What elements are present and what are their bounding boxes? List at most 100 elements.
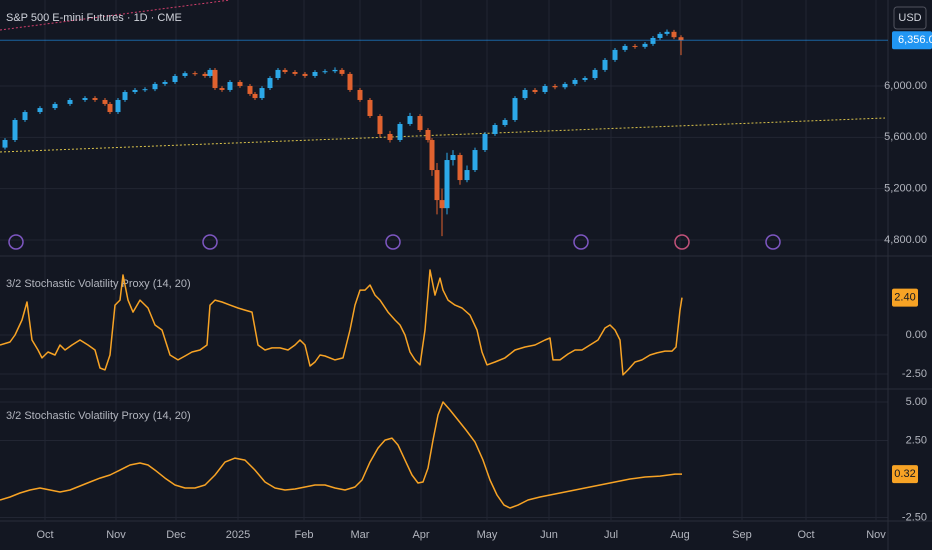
candle-body xyxy=(612,49,618,60)
candle-body xyxy=(67,99,73,104)
candle-body xyxy=(275,69,281,79)
candle-body xyxy=(417,116,423,131)
pane-title: S&P 500 E-mini Futures · 1D · CME xyxy=(6,12,182,24)
currency-label[interactable]: USD xyxy=(898,12,921,24)
candle-body xyxy=(339,69,345,74)
candle-body xyxy=(678,37,684,41)
y-tick-label: 5,600.00 xyxy=(884,131,927,143)
y-tick-label: 5,200.00 xyxy=(884,183,927,195)
candle-body xyxy=(632,45,638,47)
x-tick-label: Jul xyxy=(604,529,618,541)
candle-body xyxy=(52,103,58,109)
candle-body xyxy=(622,45,628,50)
x-tick-label: Apr xyxy=(412,529,429,541)
y-tick-label: 5.00 xyxy=(906,396,927,408)
candle-body xyxy=(602,59,608,70)
y-tick-label: 0.00 xyxy=(906,329,927,341)
y-tick-label: -2.50 xyxy=(902,511,927,523)
candle-body xyxy=(22,112,28,120)
candle-body xyxy=(132,89,138,93)
candle-body xyxy=(572,79,578,84)
indicator-line xyxy=(0,401,682,509)
y-tick-label: 4,800.00 xyxy=(884,234,927,246)
candle-body xyxy=(142,89,148,91)
pane-title: 3/2 Stochastic Volatility Proxy (14, 20) xyxy=(6,410,191,422)
candle-body xyxy=(267,78,273,89)
candle-body xyxy=(562,83,568,88)
candle-body xyxy=(450,155,456,161)
candle-body xyxy=(37,108,43,113)
last-value-box xyxy=(892,31,932,50)
candle-body xyxy=(259,88,265,99)
currency-button[interactable] xyxy=(893,6,927,30)
pane-title: 3/2 Stochastic Volatility Proxy (14, 20) xyxy=(6,278,191,290)
candle-body xyxy=(642,43,648,47)
event-icon[interactable] xyxy=(674,234,690,250)
x-tick-label: Aug xyxy=(670,529,690,541)
x-tick-label: Feb xyxy=(295,529,314,541)
candle-body xyxy=(2,140,8,148)
candle-body xyxy=(172,75,178,83)
y-tick-label: 2.50 xyxy=(906,434,927,446)
candle-body xyxy=(492,124,498,134)
candle-body xyxy=(464,170,470,181)
x-tick-label: Nov xyxy=(106,529,126,541)
grid-layer xyxy=(0,0,888,520)
candle-body xyxy=(434,170,440,201)
candle-body xyxy=(237,82,243,86)
candle-body xyxy=(439,200,445,209)
event-icon[interactable] xyxy=(765,234,781,250)
candle-body xyxy=(92,98,98,100)
candle-body xyxy=(182,73,188,76)
candle-body xyxy=(322,71,328,73)
candle-body xyxy=(512,98,518,120)
last-value-box xyxy=(892,288,918,307)
candle-body xyxy=(302,73,308,76)
candle-body xyxy=(282,69,288,72)
candle-body xyxy=(152,83,158,90)
candle-body xyxy=(657,33,663,38)
x-tick-label: Sep xyxy=(732,529,752,541)
candle-body xyxy=(482,133,488,151)
candle-body xyxy=(664,31,670,34)
candle-body xyxy=(552,85,558,88)
candle-body xyxy=(312,71,318,76)
candle-body xyxy=(82,98,88,100)
candle-body xyxy=(387,133,393,141)
candle-body xyxy=(227,82,233,90)
candle-body xyxy=(162,82,168,84)
event-icons xyxy=(8,234,781,250)
candle-body xyxy=(444,160,450,209)
candle-body xyxy=(457,155,463,181)
candle-body xyxy=(582,78,588,80)
candle-body xyxy=(502,119,508,125)
candle-body xyxy=(429,140,435,171)
trend-line xyxy=(0,0,231,31)
candle-body xyxy=(247,85,253,94)
candle-body xyxy=(472,150,478,171)
candle-body xyxy=(207,69,213,76)
event-icon[interactable] xyxy=(8,234,24,250)
candle-body xyxy=(202,73,208,76)
candle-body xyxy=(650,37,656,44)
candle-body xyxy=(107,103,113,113)
candle-body xyxy=(115,99,121,113)
y-tick-label: 6,000.00 xyxy=(884,80,927,92)
x-tick-label: Oct xyxy=(797,529,814,541)
candle-body xyxy=(212,69,218,89)
event-icon[interactable] xyxy=(573,234,589,250)
x-tick-label: Jun xyxy=(540,529,558,541)
event-icon[interactable] xyxy=(385,234,401,250)
last-value-label: 6,356.00 xyxy=(898,34,932,46)
last-value-label: 0.32 xyxy=(894,468,915,480)
last-value-label: 2.40 xyxy=(894,291,915,303)
candle-body xyxy=(292,71,298,74)
candle-body xyxy=(542,85,548,93)
candle-body xyxy=(407,116,413,124)
candle-body xyxy=(192,73,198,75)
candle-body xyxy=(332,69,338,72)
event-icon[interactable] xyxy=(202,234,218,250)
